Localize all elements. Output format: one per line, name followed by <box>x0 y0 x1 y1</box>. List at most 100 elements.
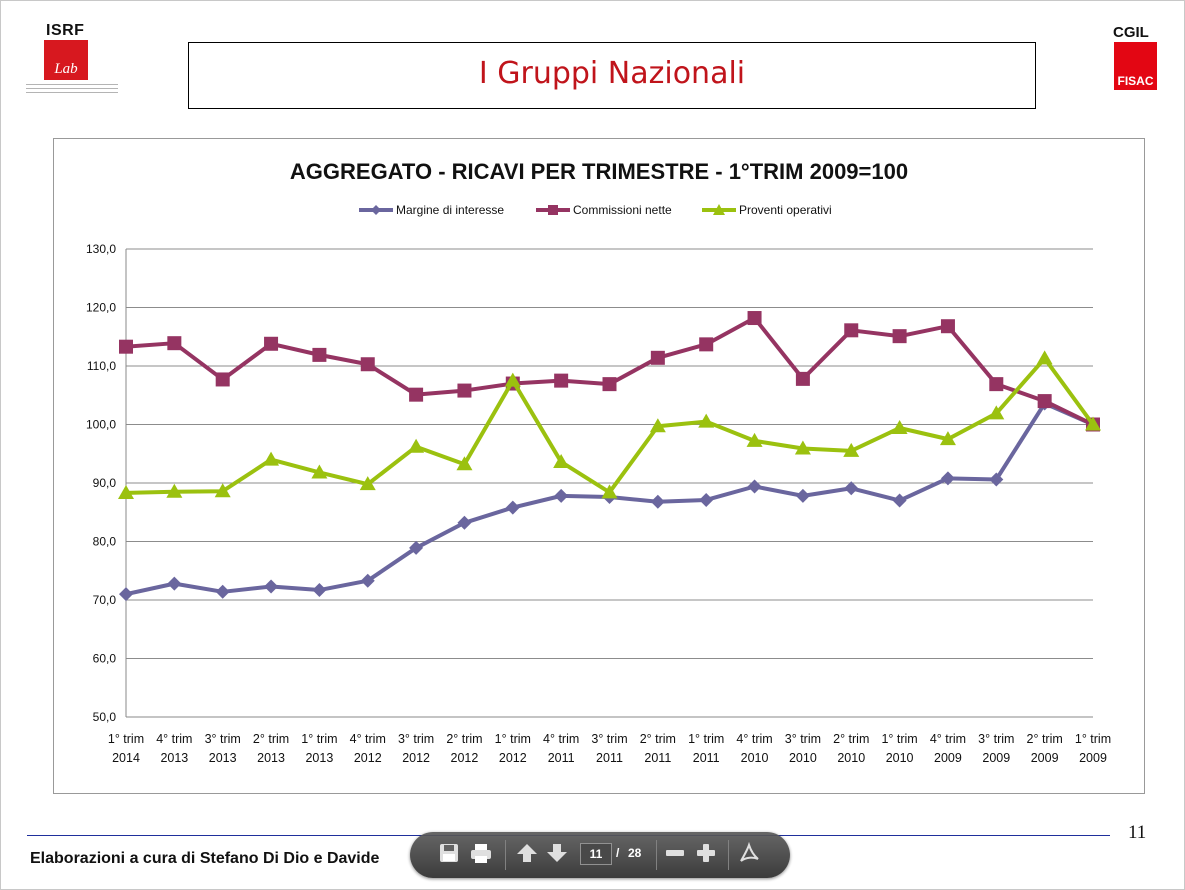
isrf-logo-box: Lab <box>44 40 88 80</box>
slide-title: I Gruppi Nazionali <box>188 42 1036 109</box>
data-point <box>988 405 1005 420</box>
legend-marker <box>548 205 558 215</box>
data-point <box>118 484 134 499</box>
x-tick-label: 4° trim <box>156 732 192 746</box>
x-tick-label: 2009 <box>982 751 1010 765</box>
y-tick-label: 50,0 <box>93 710 117 724</box>
x-tick-label: 2012 <box>354 751 382 765</box>
acrobat-icon[interactable] <box>736 841 762 868</box>
data-point <box>457 383 472 398</box>
data-point <box>359 476 376 491</box>
x-tick-label: 3° trim <box>205 732 241 746</box>
line-chart: 50,0 60,0 70,0 80,0 90,0 100,0 110,0 120,0 130,0… <box>86 203 1111 765</box>
x-tick-label: 2° trim <box>1027 732 1063 746</box>
y-tick-label: 60,0 <box>93 652 117 666</box>
zoom-out-icon[interactable] <box>662 842 688 868</box>
data-point <box>214 483 231 498</box>
legend-label: Commissioni nette <box>573 203 672 217</box>
x-tick-label: 2012 <box>451 751 479 765</box>
data-point <box>747 311 762 326</box>
cgil-logo-text: CGIL <box>1113 24 1149 41</box>
y-tick-label: 70,0 <box>93 593 117 607</box>
x-tick-label: 2° trim <box>640 732 676 746</box>
data-point <box>795 371 810 386</box>
data-point <box>891 420 908 435</box>
data-point <box>698 413 715 428</box>
data-point <box>795 488 810 503</box>
next-page-icon[interactable] <box>544 842 570 868</box>
data-point <box>844 323 859 338</box>
zoom-in-icon[interactable] <box>693 842 719 868</box>
data-point <box>1085 416 1101 431</box>
x-tick-label: 2013 <box>305 751 333 765</box>
data-point <box>263 451 280 466</box>
toolbar-separator <box>505 840 506 870</box>
data-point <box>119 587 133 602</box>
x-tick-label: 2013 <box>160 751 188 765</box>
data-point <box>360 357 375 372</box>
data-point <box>746 432 763 447</box>
data-point <box>554 373 569 388</box>
x-tick-label: 2° trim <box>446 732 482 746</box>
x-tick-label: 2013 <box>209 751 237 765</box>
isrf-logo-text: ISRF <box>46 22 85 39</box>
x-tick-label: 2012 <box>402 751 430 765</box>
legend-marker <box>713 204 725 215</box>
data-point <box>1036 350 1053 365</box>
data-point <box>843 442 860 457</box>
x-tick-label: 2° trim <box>253 732 289 746</box>
data-point <box>456 456 473 471</box>
chart-title: AGGREGATO - RICAVI PER TRIMESTRE - 1°TRI… <box>289 159 909 184</box>
y-tick-label: 80,0 <box>93 535 117 549</box>
x-tick-label: 1° trim <box>108 732 144 746</box>
data-point <box>457 515 472 530</box>
data-point <box>553 453 570 468</box>
data-point <box>747 479 762 494</box>
data-point <box>649 418 666 433</box>
x-tick-label: 4° trim <box>736 732 772 746</box>
data-point <box>940 471 955 486</box>
x-tick-label: 3° trim <box>785 732 821 746</box>
x-tick-label: 2009 <box>1079 751 1107 765</box>
series-line <box>125 316 1094 427</box>
data-point <box>311 464 328 479</box>
page-separator: / <box>616 846 620 860</box>
data-point <box>650 494 665 509</box>
data-point <box>699 337 714 352</box>
page-number-input[interactable]: 11 <box>580 843 612 865</box>
data-point <box>505 500 520 515</box>
total-pages: 28 <box>628 846 642 860</box>
data-point <box>554 488 569 503</box>
x-tick-label: 2010 <box>789 751 817 765</box>
legend-marker <box>371 205 381 215</box>
prev-page-icon[interactable] <box>514 842 540 868</box>
x-tick-label: 4° trim <box>930 732 966 746</box>
x-tick-label: 4° trim <box>350 732 386 746</box>
data-point <box>989 472 1004 487</box>
data-point <box>601 484 618 499</box>
y-tick-label: 90,0 <box>93 476 117 490</box>
x-tick-label: 1° trim <box>688 732 724 746</box>
toolbar-separator <box>656 840 657 870</box>
save-icon[interactable] <box>436 842 462 868</box>
isrf-lab-logo: ISRF Lab <box>26 22 118 98</box>
data-point <box>215 372 230 387</box>
footer-credits: Elaborazioni a cura di Stefano Di Dio e … <box>30 850 380 867</box>
x-tick-label: 2009 <box>934 751 962 765</box>
data-point <box>892 493 907 508</box>
legend-label: Margine di interesse <box>396 203 504 217</box>
isrf-logo-caption <box>26 84 118 96</box>
data-point <box>312 347 327 362</box>
data-point <box>1037 394 1052 409</box>
data-point <box>794 440 811 455</box>
print-icon[interactable] <box>468 842 494 868</box>
data-point <box>167 336 182 351</box>
x-tick-label: 2011 <box>548 751 575 765</box>
x-tick-label: 2010 <box>741 751 769 765</box>
data-point <box>844 481 859 496</box>
data-point <box>409 387 424 402</box>
chart-area: AGGREGATO - RICAVI PER TRIMESTRE - 1°TRI… <box>53 138 1145 794</box>
x-tick-label: 1° trim <box>881 732 917 746</box>
x-tick-label: 2014 <box>112 751 140 765</box>
x-tick-label: 3° trim <box>398 732 434 746</box>
